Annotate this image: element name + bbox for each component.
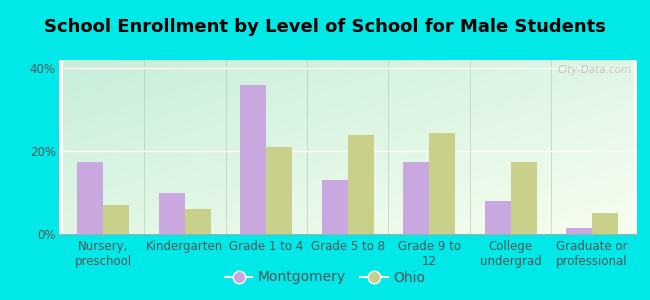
Bar (403, 161, 429, 234)
Bar (266, 147, 292, 234)
Bar (322, 180, 348, 234)
Bar (511, 161, 537, 234)
Bar (592, 213, 618, 234)
Bar (429, 133, 455, 234)
Bar (348, 135, 374, 234)
Bar (240, 85, 266, 234)
Bar (77, 161, 103, 234)
Text: City-Data.com: City-Data.com (557, 65, 631, 75)
Legend: Montgomery, Ohio: Montgomery, Ohio (219, 265, 431, 290)
Text: School Enrollment by Level of School for Male Students: School Enrollment by Level of School for… (44, 18, 606, 36)
Bar (485, 201, 511, 234)
Bar (159, 193, 185, 234)
Bar (566, 228, 592, 234)
Bar (185, 209, 211, 234)
Bar (103, 205, 129, 234)
